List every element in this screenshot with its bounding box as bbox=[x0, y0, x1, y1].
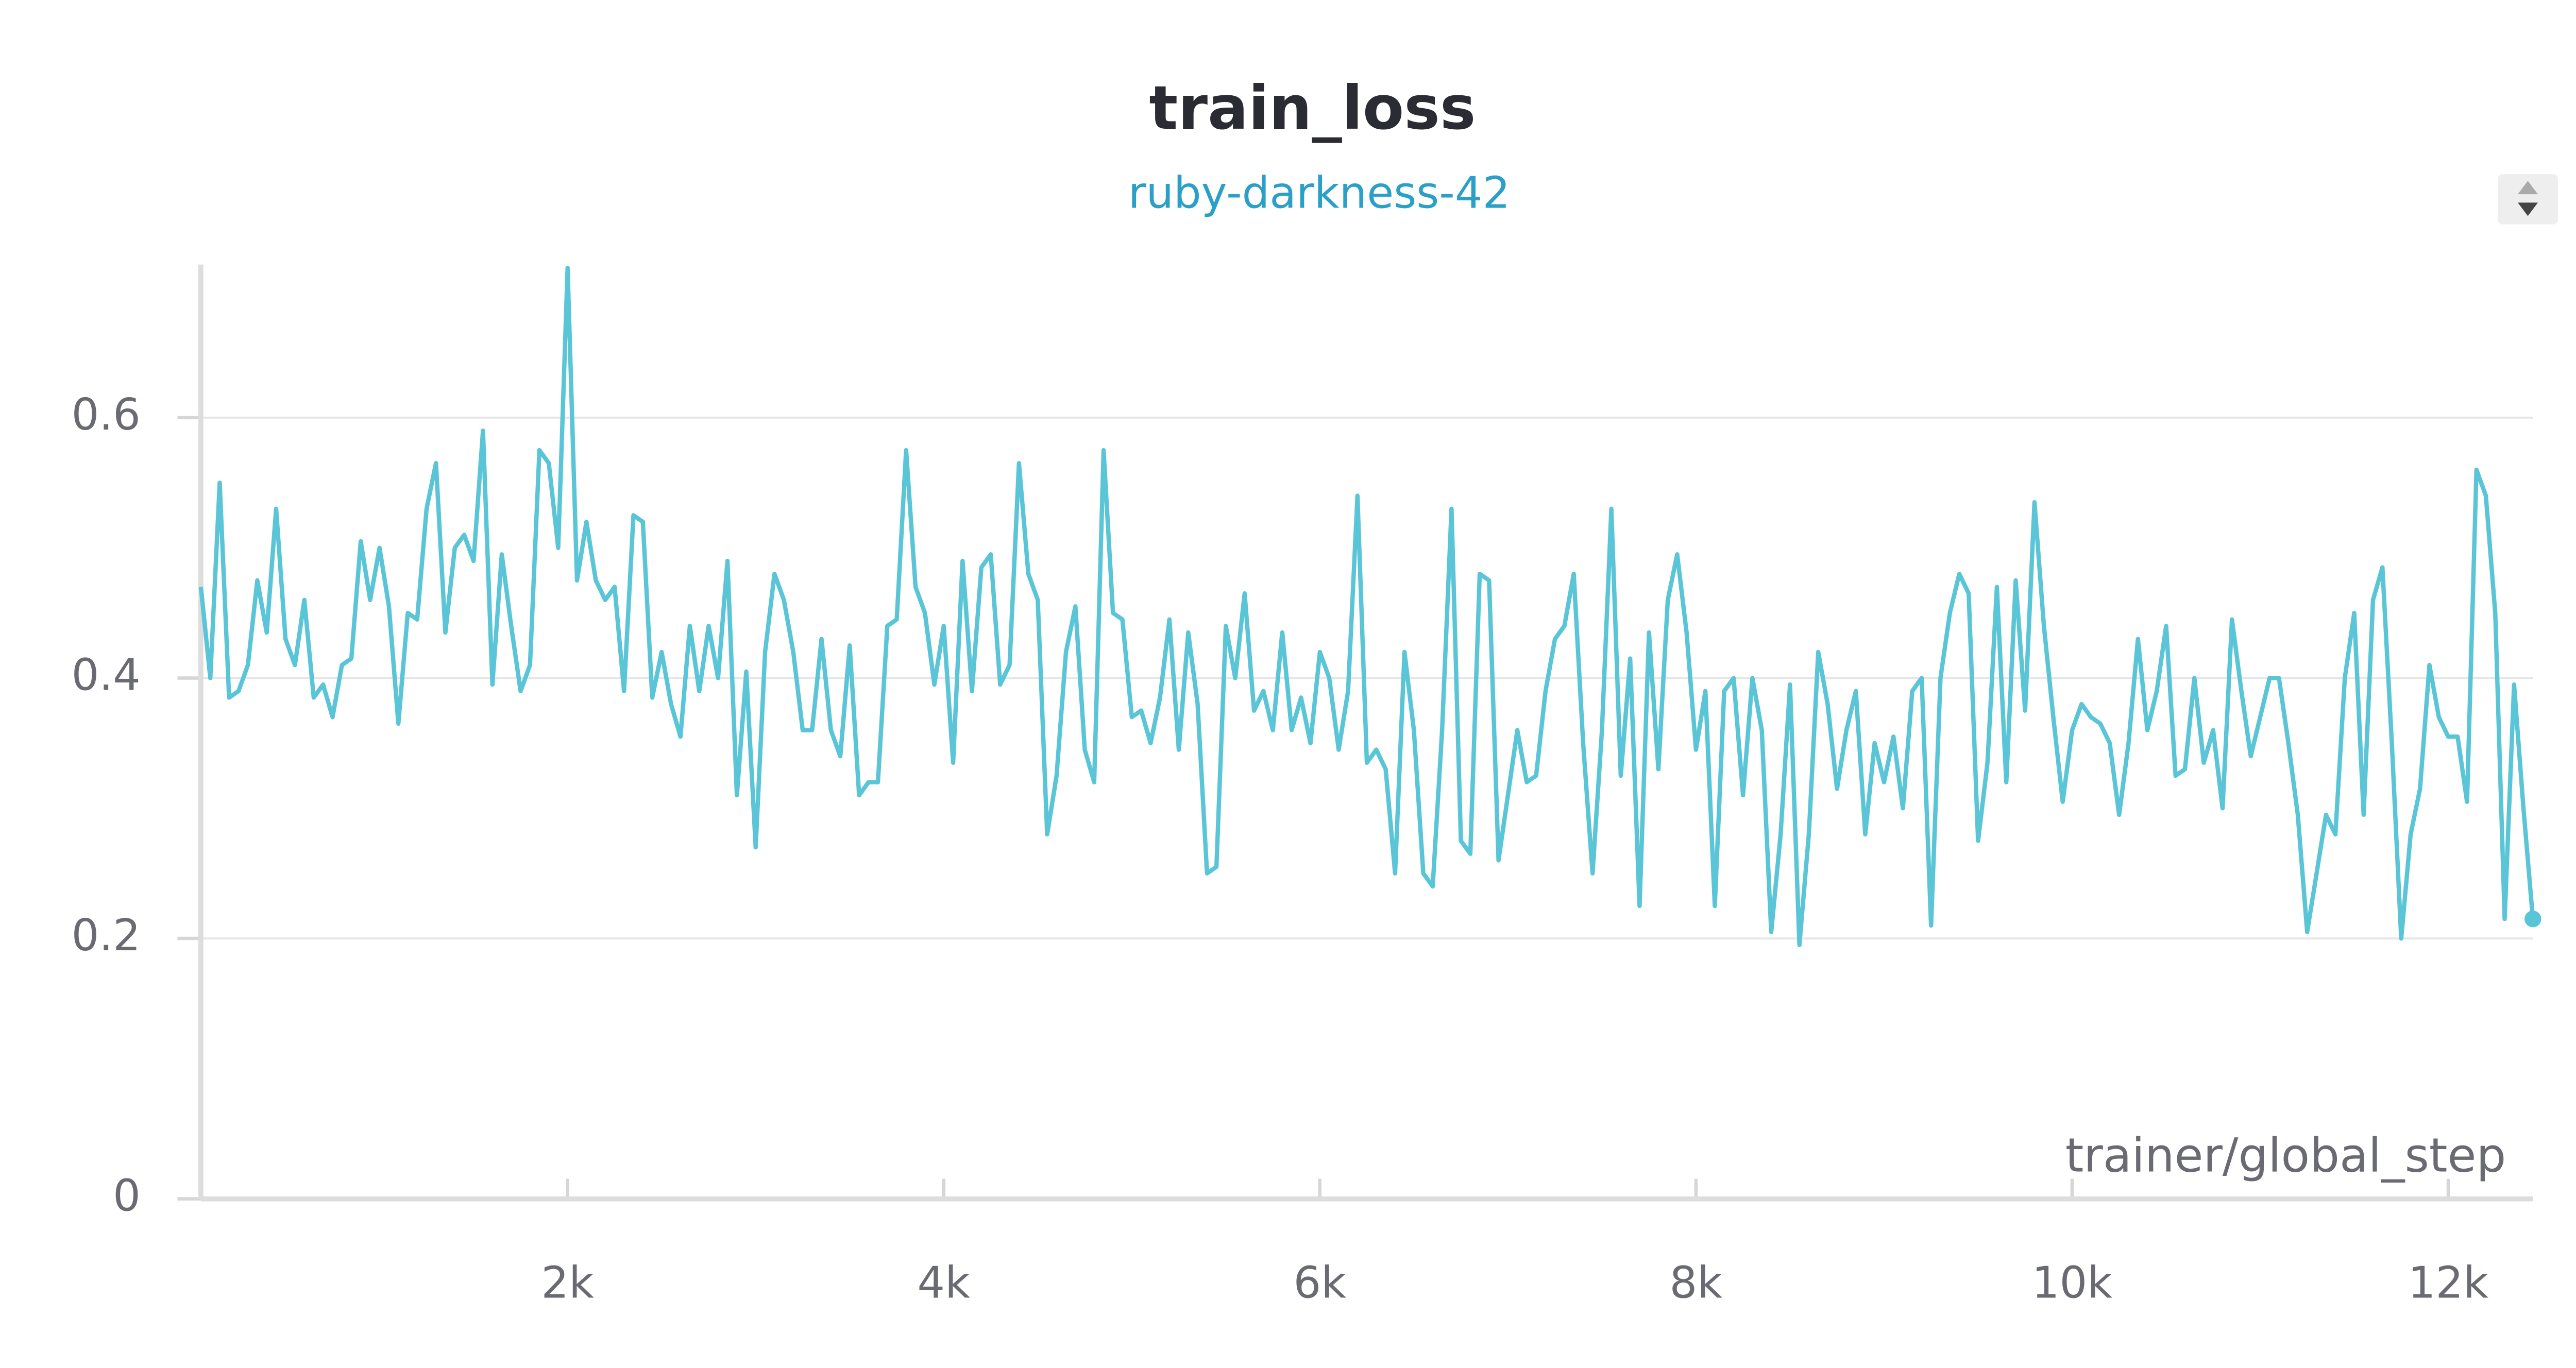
y-tick-label: 0.6 bbox=[72, 389, 141, 440]
x-axis-label: trainer/global_step bbox=[2065, 1129, 2506, 1183]
y-tick-label: 0.2 bbox=[72, 910, 141, 961]
chart-subtitle: ruby-darkness-42 bbox=[1128, 167, 1510, 218]
sort-control[interactable] bbox=[2498, 174, 2558, 225]
end-point bbox=[2524, 910, 2541, 928]
y-tick-label: 0 bbox=[113, 1171, 141, 1221]
y-tick-label: 0.4 bbox=[72, 649, 141, 700]
sort-up-icon bbox=[2518, 181, 2538, 195]
x-tick-label: 4k bbox=[917, 1258, 970, 1308]
line-series bbox=[198, 265, 2535, 947]
chart-title: train_loss bbox=[1149, 73, 1476, 143]
x-tick-label: 12k bbox=[2408, 1258, 2488, 1308]
x-tick-label: 8k bbox=[1670, 1258, 1723, 1308]
x-tick-label: 6k bbox=[1294, 1258, 1347, 1308]
x-tick-label: 10k bbox=[2032, 1258, 2112, 1308]
x-tick-label: 2k bbox=[541, 1258, 594, 1308]
sort-down-icon bbox=[2518, 202, 2538, 216]
sort-button[interactable] bbox=[2498, 174, 2558, 225]
